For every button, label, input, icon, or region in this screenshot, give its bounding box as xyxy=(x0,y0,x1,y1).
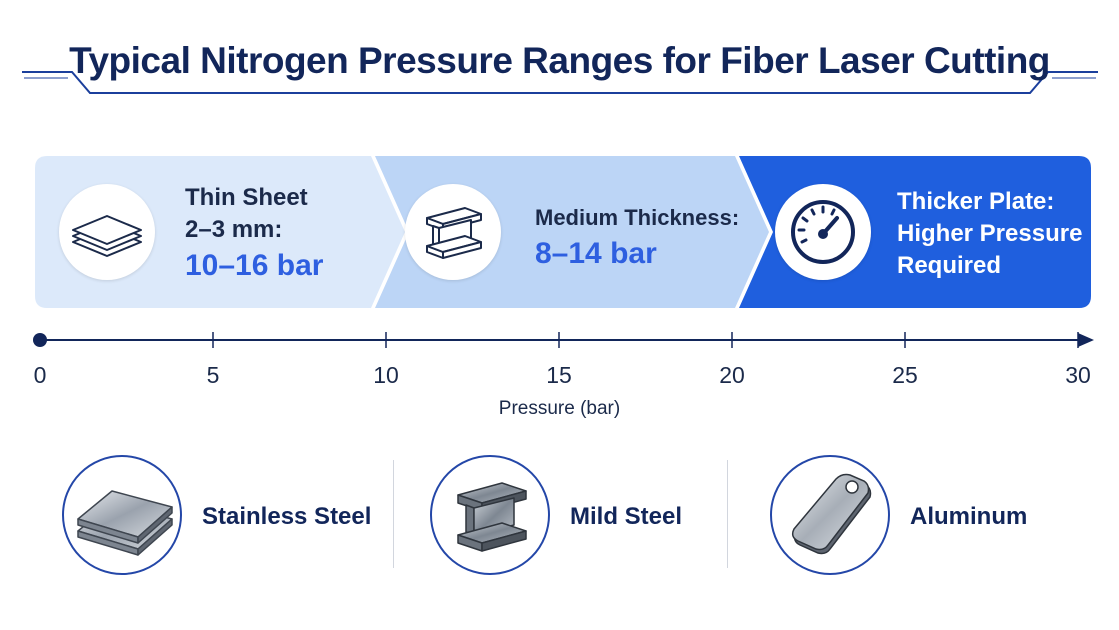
i-beam-icon xyxy=(426,207,482,259)
material-divider-2 xyxy=(727,460,728,568)
axis-tick-label: 30 xyxy=(1065,362,1091,388)
thick-icon-circle xyxy=(775,184,871,280)
segment-thick-line3: Required xyxy=(897,252,1002,279)
segment-thick-line2: Higher Pressure xyxy=(897,220,1083,247)
medium-icon-circle xyxy=(405,184,501,280)
material-stainless-circle xyxy=(62,455,182,575)
axis-tick-label: 10 xyxy=(373,362,399,388)
material-stainless-label: Stainless Steel xyxy=(202,503,372,530)
aluminum-tag-icon xyxy=(791,473,872,555)
material-aluminum: Aluminum xyxy=(770,455,1050,579)
segment-thin: Thin Sheet 2–3 mm: 10–16 bar xyxy=(185,182,323,286)
segment-thin-thickness: 2–3 mm: xyxy=(185,216,283,243)
title-area: Typical Nitrogen Pressure Ranges for Fib… xyxy=(0,0,1119,110)
axis-tick-label: 15 xyxy=(546,362,572,388)
steel-plates-icon xyxy=(77,490,173,556)
axis-tick-label: 0 xyxy=(33,362,47,388)
segment-medium-title: Medium Thickness: xyxy=(535,205,740,230)
title-frame xyxy=(22,71,1098,94)
segment-thick-title: Thicker Plate: xyxy=(897,188,1055,215)
steel-beam-icon xyxy=(457,482,527,552)
material-aluminum-circle xyxy=(770,455,890,575)
axis-tick-label: 5 xyxy=(206,362,220,388)
material-divider-1 xyxy=(393,460,394,568)
axis-tick-label: 20 xyxy=(719,362,745,388)
axis-origin-dot xyxy=(33,333,47,347)
material-mild-circle xyxy=(430,455,550,575)
segment-medium: Medium Thickness: 8–14 bar xyxy=(535,202,739,274)
pressure-banner: Thin Sheet 2–3 mm: 10–16 bar Medium Thic… xyxy=(35,156,1091,308)
material-mild: Mild Steel xyxy=(430,455,720,579)
segment-medium-value: 8–14 bar xyxy=(535,237,657,270)
material-aluminum-label: Aluminum xyxy=(910,503,1028,530)
page-title: Typical Nitrogen Pressure Ranges for Fib… xyxy=(69,40,1050,81)
segment-thin-value: 10–16 bar xyxy=(185,249,324,282)
material-mild-label: Mild Steel xyxy=(570,503,683,530)
segment-thin-title: Thin Sheet xyxy=(185,184,308,211)
segment-thick: Thicker Plate: Higher Pressure Required xyxy=(897,186,1082,282)
material-stainless: Stainless Steel xyxy=(62,455,382,579)
pressure-gauge-icon xyxy=(791,200,855,264)
axis-title: Pressure (bar) xyxy=(498,398,621,419)
axis-arrow-icon xyxy=(1078,333,1094,347)
thin-sheet-icon-circle xyxy=(59,184,155,280)
axis-tick-label: 25 xyxy=(892,362,918,388)
stacked-sheets-icon xyxy=(72,215,142,257)
